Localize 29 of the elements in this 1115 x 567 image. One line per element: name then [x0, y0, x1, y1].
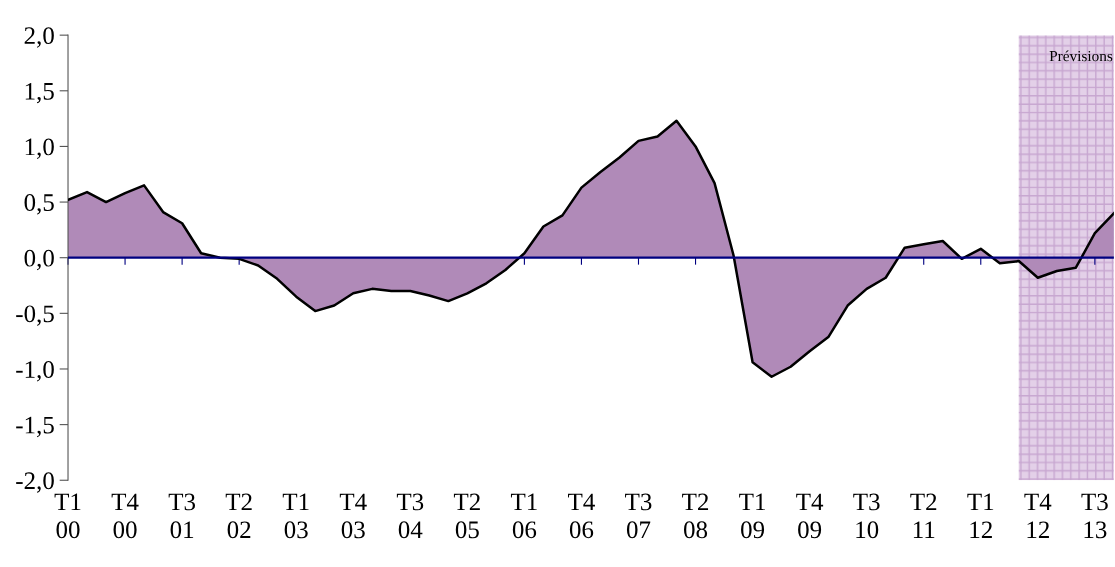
x-tick-label: T2 02: [225, 493, 252, 539]
y-tick-label: -1,5: [16, 416, 54, 438]
x-tick-label: T2 08: [682, 493, 709, 539]
y-tick-label: 1,0: [25, 138, 54, 159]
x-tick-label: T1 00: [54, 493, 81, 539]
x-tick-label: T1 12: [967, 493, 994, 538]
y-tick-label: 2,0: [24, 27, 54, 48]
x-tick-label: T3 07: [625, 493, 652, 539]
y-tick-label: -1,0: [16, 361, 54, 382]
y-tick-label: 1,5: [25, 82, 54, 104]
y-tick-label: 0,0: [24, 249, 54, 271]
annotation: Prévisions: [1049, 50, 1113, 62]
y-tick-label: -2,0: [16, 472, 54, 493]
x-tick-label: T1 03: [282, 493, 309, 539]
x-tick-label: T1 09: [739, 493, 765, 539]
y-tick-label: 0,5: [24, 194, 54, 215]
x-tick-label: T3 13: [1081, 493, 1108, 539]
x-tick-label: T1 06: [510, 493, 537, 539]
x-tick-label: T3 01: [168, 493, 196, 539]
x-tick-label: T3 04: [396, 493, 424, 539]
x-tick-label: T4 09: [796, 493, 824, 539]
x-tick-label: T4 06: [568, 493, 595, 539]
x-tick-label: T4 12: [1024, 493, 1052, 538]
y-tick-label: -0,5: [16, 305, 54, 326]
x-tick-label: T4 03: [339, 493, 367, 539]
x-tick-label: T2 05: [453, 493, 480, 539]
x-tick-label: T4 00: [111, 493, 139, 539]
x-tick-label: T3 10: [853, 493, 880, 539]
x-tick-label: T2 11: [910, 493, 937, 538]
